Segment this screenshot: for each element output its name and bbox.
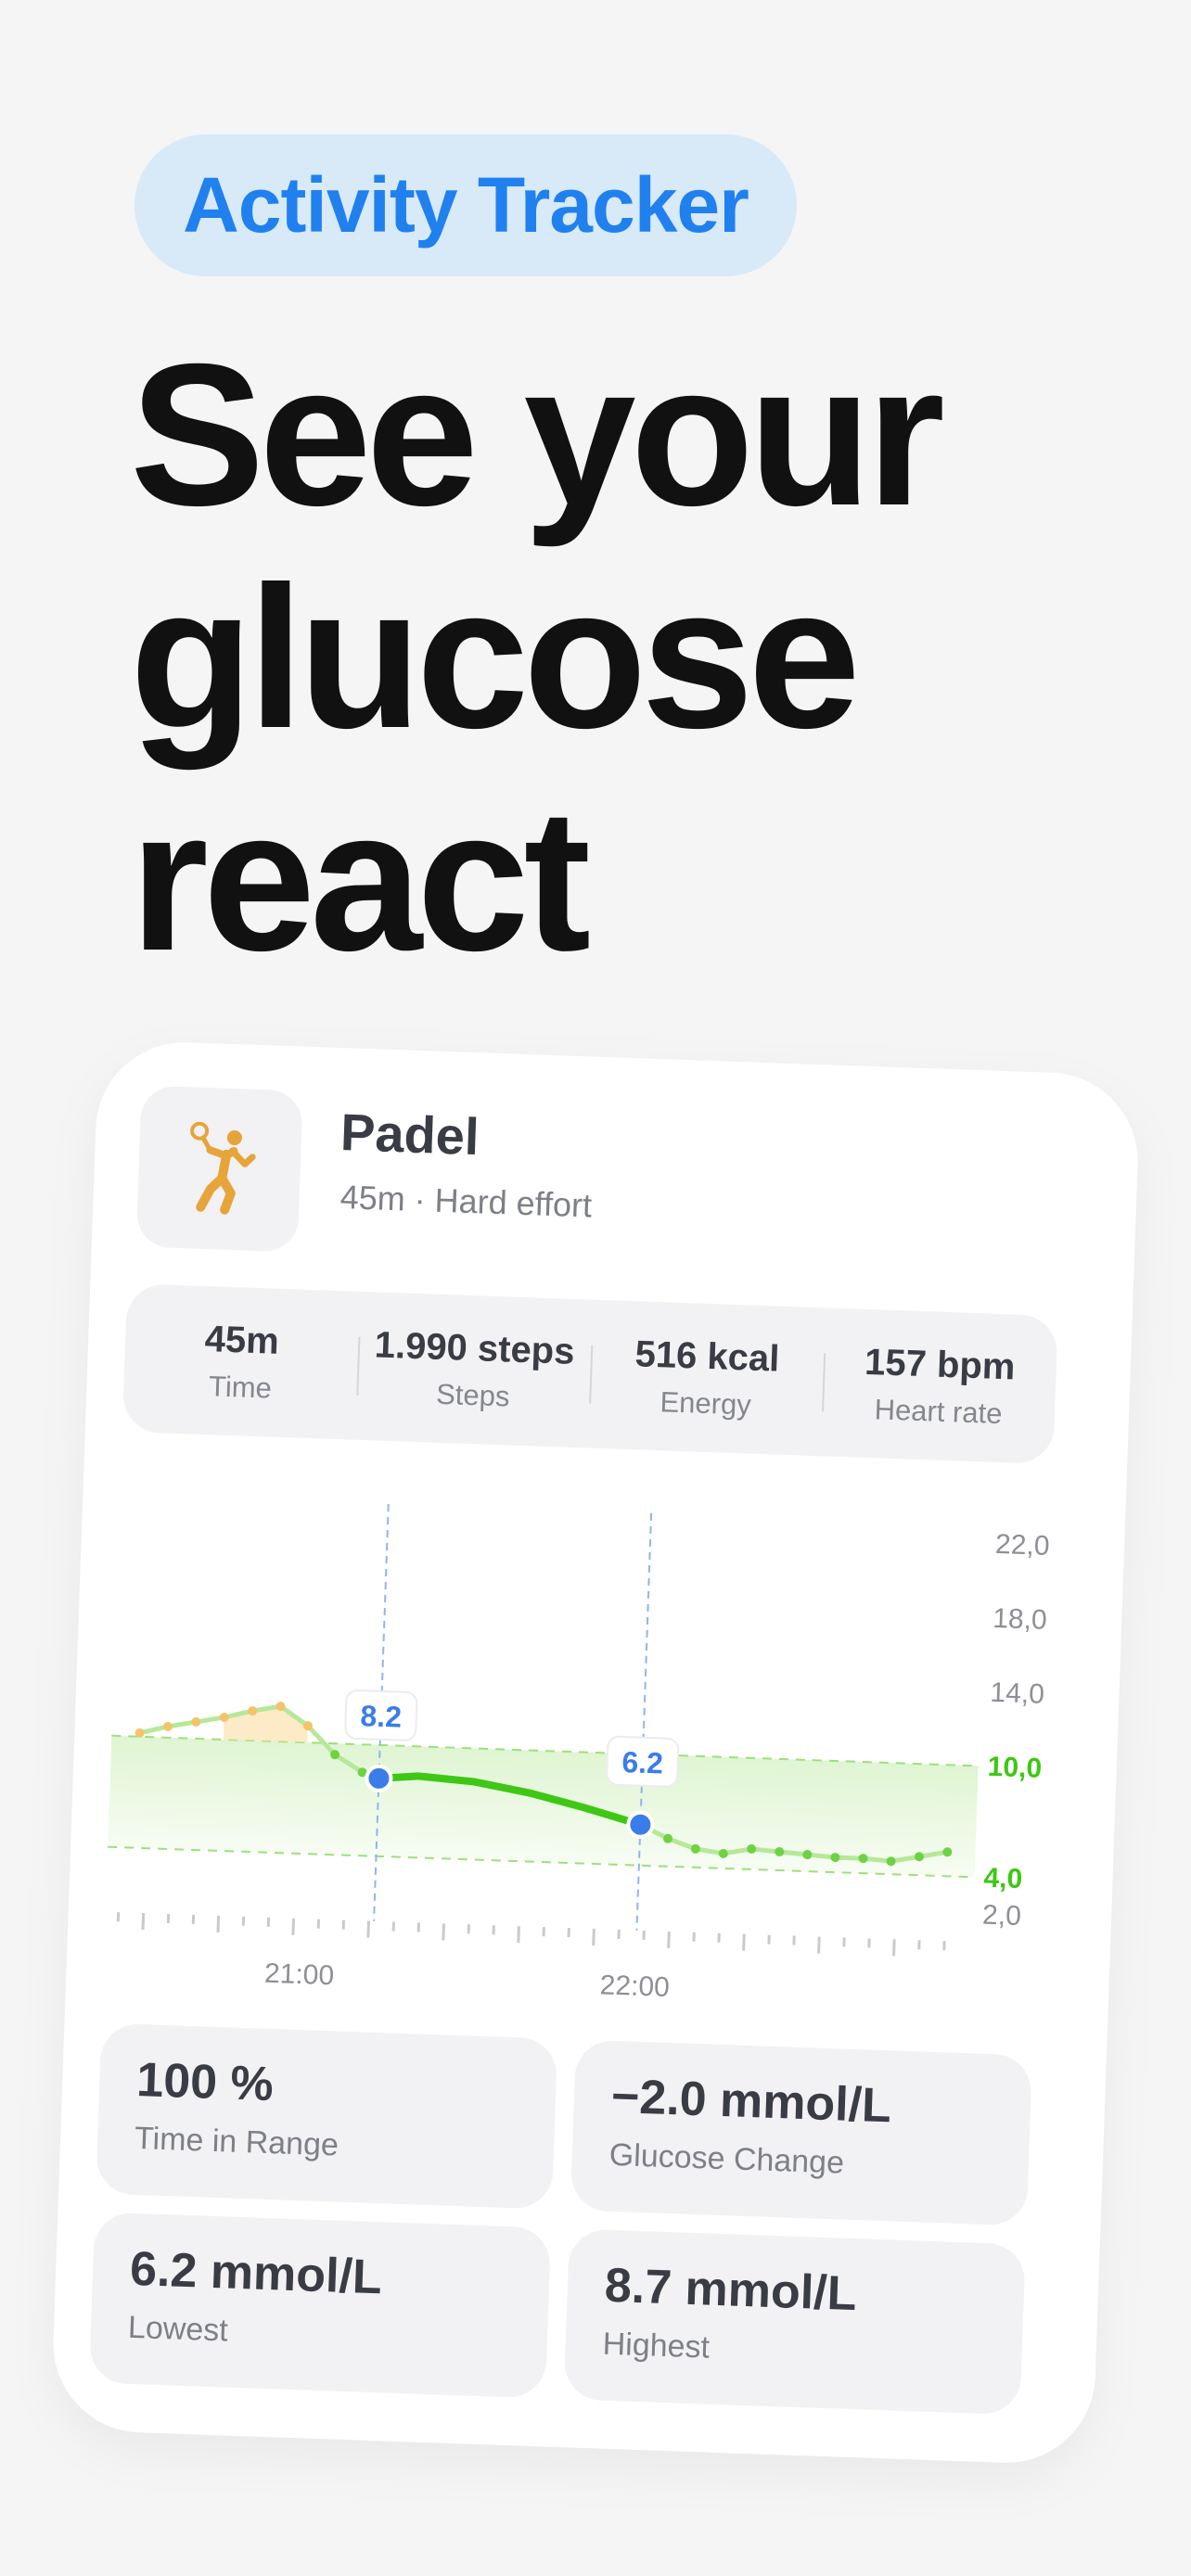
x-minor-tick — [141, 1913, 146, 1931]
glucose-point — [357, 1767, 367, 1778]
activity-icon-tile — [135, 1085, 303, 1253]
metric-value: 6.2 mmol/L — [129, 2241, 383, 2305]
glucose-point — [219, 1713, 229, 1723]
marker-label: 8.2 — [360, 1699, 403, 1734]
glucose-point — [302, 1721, 313, 1731]
glucose-point — [942, 1847, 953, 1857]
marker-guide-line — [635, 1512, 653, 1931]
marker-label-box — [344, 1690, 418, 1741]
y-tick-label: 18,0 — [992, 1603, 1048, 1636]
y-tick-label: 10,0 — [987, 1752, 1043, 1784]
stat-label: Time — [208, 1369, 273, 1405]
glucose-point — [747, 1843, 757, 1854]
metric-label: Lowest — [127, 2309, 229, 2349]
headline-line: glucose — [130, 545, 861, 771]
glucose-point — [886, 1856, 896, 1867]
target-upper-line — [111, 1734, 979, 1767]
stat-value: 1.990 steps — [374, 1323, 576, 1372]
metric-glucose-change: −2.0 mmol/L Glucose Change — [570, 2039, 1032, 2226]
x-tick-label: 21:00 — [263, 1958, 334, 1992]
stat-heart-rate: 157 bpm Heart rate — [822, 1340, 1057, 1433]
app-badge-label: Activity Tracker — [183, 161, 749, 249]
glucose-point — [858, 1854, 868, 1864]
glucose-point — [830, 1853, 840, 1863]
x-minor-tick — [667, 1931, 671, 1948]
glucose-point — [163, 1721, 173, 1731]
glucose-point — [330, 1750, 340, 1760]
marker-label: 6.2 — [621, 1745, 664, 1780]
stat-time: 45m Time — [123, 1316, 359, 1409]
x-tick-label: 22:00 — [599, 1970, 670, 2003]
activity-card[interactable]: Padel 45m · Hard effort 45m Time 1.990 s… — [50, 1039, 1141, 2467]
y-tick-label: 14,0 — [990, 1677, 1045, 1710]
metric-label: Glucose Change — [608, 2136, 845, 2181]
padel-player-icon — [190, 1121, 256, 1215]
glucose-point — [191, 1716, 201, 1727]
metric-label: Time in Range — [134, 2120, 339, 2163]
metric-value: 8.7 mmol/L — [603, 2258, 858, 2322]
x-minor-tick — [742, 1933, 746, 1951]
x-minor-tick — [817, 1936, 821, 1954]
glucose-point — [663, 1833, 673, 1843]
marker-point — [626, 1810, 655, 1839]
app-badge: Activity Tracker — [134, 134, 797, 276]
x-minor-tick — [592, 1929, 596, 1946]
stat-value: 157 bpm — [864, 1341, 1017, 1388]
headline: See your glucose react — [130, 323, 945, 993]
x-minor-tick — [216, 1915, 221, 1932]
x-minor-tick — [291, 1918, 296, 1935]
target-range-band — [108, 1735, 979, 1878]
marker-point — [365, 1764, 393, 1792]
y-tick-label: 2,0 — [982, 1900, 1022, 1932]
stat-value: 516 kcal — [634, 1333, 781, 1380]
x-minor-tick — [442, 1923, 445, 1941]
x-minor-tick — [366, 1920, 371, 1938]
headline-line: react — [130, 768, 591, 993]
glucose-point — [690, 1843, 700, 1854]
glucose-point — [275, 1702, 286, 1712]
glucose-point — [914, 1852, 924, 1862]
glucose-point — [718, 1848, 728, 1858]
activity-title: Padel — [339, 1103, 480, 1167]
metric-lowest: 6.2 mmol/L Lowest — [88, 2212, 552, 2399]
x-minor-tick — [892, 1939, 896, 1957]
above-range-area — [223, 1706, 308, 1743]
stat-label: Steps — [435, 1377, 511, 1413]
stat-energy: 516 kcal Energy — [589, 1332, 825, 1424]
metric-time-in-range: 100 % Time in Range — [96, 2022, 558, 2210]
glucose-line-activity — [375, 1772, 645, 1829]
glucose-point — [802, 1850, 813, 1860]
headline-line: See your — [130, 323, 945, 548]
metric-highest: 8.7 mmol/L Highest — [563, 2228, 1026, 2416]
metric-value: 100 % — [135, 2052, 275, 2112]
activity-stats: 45m Time 1.990 steps Steps 516 kcal Ener… — [122, 1283, 1058, 1465]
marker-label-box — [606, 1735, 680, 1788]
y-tick-label: 22,0 — [995, 1529, 1051, 1562]
stat-steps: 1.990 steps Steps — [356, 1323, 592, 1416]
metric-label: Highest — [602, 2326, 711, 2366]
glucose-point — [248, 1706, 258, 1716]
activity-subtitle: 45m · Hard effort — [339, 1178, 593, 1225]
target-lower-line — [108, 1845, 975, 1879]
stat-label: Heart rate — [874, 1392, 1004, 1430]
y-tick-label: 4,0 — [983, 1863, 1023, 1894]
stat-label: Energy — [660, 1384, 752, 1422]
glucose-point — [775, 1846, 785, 1856]
metric-value: −2.0 mmol/L — [610, 2069, 892, 2134]
stat-value: 45m — [204, 1318, 280, 1362]
glucose-point — [134, 1728, 145, 1738]
glucose-chart[interactable]: 22,0 18,0 14,0 10,0 4,0 2,0 21:00 22:00 8.2 6.2 — [66, 1475, 1126, 2031]
